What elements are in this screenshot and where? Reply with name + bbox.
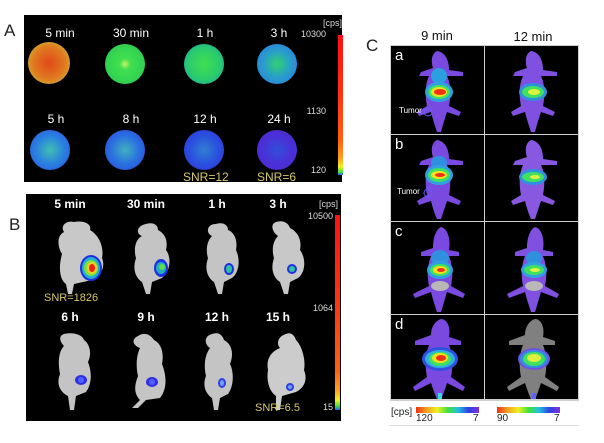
sample-disc <box>184 44 224 84</box>
panel-a-time-label: 1 h <box>196 26 214 40</box>
snr-label: SNR=6.5 <box>255 402 300 414</box>
image-cell-c-9min: c <box>391 222 484 314</box>
mouse-image <box>413 319 465 399</box>
colorbar-9min <box>416 407 479 413</box>
colorbar-unit: [cps] <box>391 407 413 418</box>
panel-a-time-label: 30 min <box>112 26 150 40</box>
colorbar-tick-min: 15 <box>322 402 333 412</box>
mouse-image <box>417 140 463 219</box>
panel-a-time-label: 3 h <box>270 26 288 40</box>
panel-a-time-label: 12 h <box>193 112 217 126</box>
tumor-label: Tumor <box>397 187 420 196</box>
panel-a-image: 5 min 30 min 1 h 3 h 5 h 8 h 12 h 24 h S… <box>24 15 343 184</box>
row-label: c <box>395 223 403 240</box>
image-cell-b-12min <box>485 135 578 221</box>
panel-b-label: B <box>9 215 21 234</box>
sample-disc <box>105 44 145 84</box>
mouse-image <box>417 51 463 132</box>
panel-c-grid: a Tumor b Tumor <box>390 45 579 401</box>
colorbar-tick-max: 10300 <box>300 29 326 39</box>
column-title: 9 min <box>421 28 453 43</box>
panel-c-label: C <box>366 36 379 55</box>
image-cell-a-12min <box>485 46 578 134</box>
colorbar-max: 90 <box>497 413 509 424</box>
sample-disc <box>257 130 297 170</box>
mouse-image <box>272 221 305 294</box>
colorbar-tick-max: 10500 <box>307 211 333 221</box>
sample-disc <box>28 42 70 84</box>
divider <box>389 425 579 426</box>
mouse-image <box>413 227 465 312</box>
panel-b-time-label: 1 h <box>208 197 226 211</box>
panel-b-time-label: 12 h <box>204 310 229 324</box>
panel-a-time-label: 8 h <box>122 112 140 126</box>
colorbar-12min <box>497 407 560 413</box>
mouse-image <box>206 223 239 294</box>
mouse-image <box>204 333 233 410</box>
snr-label: SNR=12 <box>183 170 229 184</box>
sample-disc <box>30 130 70 170</box>
colorbar-tick-mid: 1064 <box>312 303 333 313</box>
colorbar-tick-mid: 1130 <box>306 106 326 116</box>
sample-disc <box>257 44 297 84</box>
tumor-label: Tumor <box>399 106 422 115</box>
mouse-image <box>58 221 104 294</box>
panel-b-time-label: 5 min <box>54 197 86 211</box>
panel-b-time-label: 9 h <box>137 310 155 324</box>
snr-label: SNR=6 <box>257 170 297 184</box>
mouse-image <box>267 333 306 410</box>
mouse-image <box>507 319 559 399</box>
sample-disc <box>184 130 224 170</box>
mouse-image <box>507 227 559 312</box>
colorbar <box>338 35 343 175</box>
row-label: b <box>395 136 404 153</box>
panel-a-time-label: 5 h <box>47 112 65 126</box>
mouse-image <box>511 51 557 132</box>
row-label: d <box>395 316 404 333</box>
row-label: a <box>395 47 404 64</box>
column-title: 12 min <box>513 29 553 44</box>
panel-b-time-label: 6 h <box>61 310 79 324</box>
colorbar-max: 120 <box>416 413 433 424</box>
mouse-image <box>58 333 91 410</box>
panel-b-time-label: 15 h <box>265 310 290 324</box>
image-cell-d-9min: d <box>391 315 484 399</box>
image-cell-b-9min: b Tumor <box>391 135 484 221</box>
image-cell-c-12min <box>485 222 578 314</box>
panel-b-time-label: 3 h <box>269 197 287 211</box>
panel-b-time-label: 30 min <box>126 197 165 211</box>
colorbar <box>335 215 340 410</box>
colorbar-min: 7 <box>473 413 479 424</box>
image-cell-a-9min: a Tumor <box>391 46 484 134</box>
colorbar-min: 7 <box>554 413 560 424</box>
mouse-image <box>134 223 170 294</box>
image-cell-d-12min <box>485 315 578 399</box>
sample-disc <box>105 130 145 170</box>
mouse-image <box>511 140 557 219</box>
mouse-image <box>132 333 166 408</box>
panel-a-label: A <box>4 21 16 40</box>
colorbar-unit: [cps] <box>318 199 338 209</box>
panel-a-time-label: 24 h <box>267 112 291 126</box>
snr-label: SNR=1826 <box>44 292 99 304</box>
panel-b-image: 5 min 30 min 1 h 3 h SNR=1826 6 h 9 h 12… <box>26 194 341 421</box>
panel-a-time-label: 5 min <box>45 26 75 40</box>
colorbar-tick-min: 120 <box>310 165 326 175</box>
colorbar-unit: [cps] <box>322 18 342 28</box>
